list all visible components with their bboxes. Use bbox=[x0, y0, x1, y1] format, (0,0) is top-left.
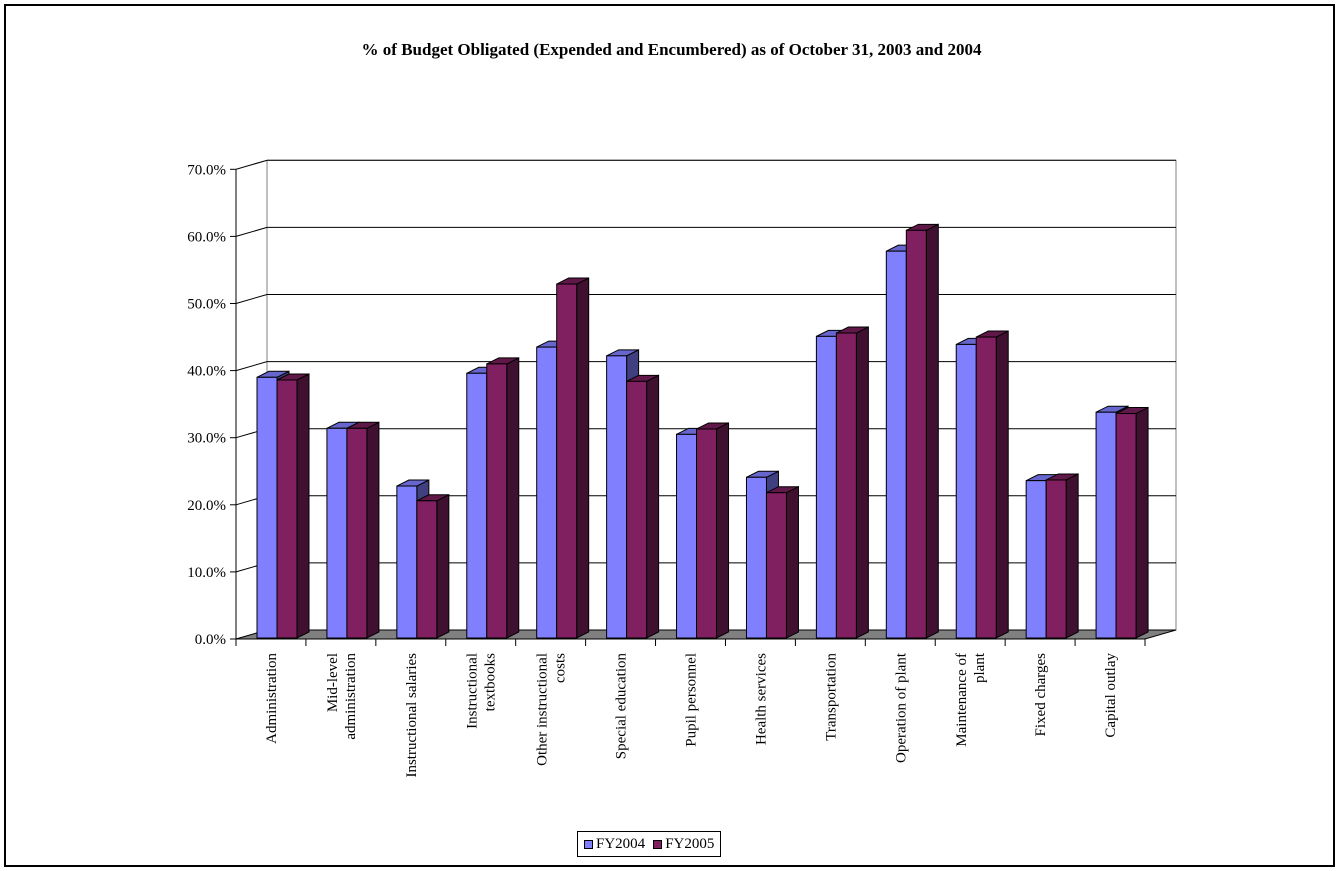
y-tick-label: 40.0% bbox=[187, 364, 226, 380]
y-tick-label: 0.0% bbox=[195, 632, 226, 648]
x-category-label: Transportation bbox=[823, 653, 839, 741]
bar-side-fy2005 bbox=[855, 326, 869, 639]
bar-fy2004 bbox=[1025, 480, 1047, 639]
x-category-label: Maintenance of plant bbox=[954, 652, 988, 747]
bar-fy2005 bbox=[1115, 413, 1137, 639]
bar-side-fy2005 bbox=[366, 421, 380, 639]
x-category-label: Special education bbox=[614, 653, 630, 760]
bar-fy2005 bbox=[486, 363, 508, 639]
bar-fy2004 bbox=[1095, 411, 1117, 639]
legend-item-fy2005: FY2005 bbox=[653, 836, 714, 853]
bar-fy2005 bbox=[556, 283, 578, 639]
bar-side-fy2005 bbox=[1065, 473, 1079, 639]
bar-side-fy2005 bbox=[646, 374, 660, 639]
bar-fy2005 bbox=[696, 428, 718, 639]
bar-side-fy2005 bbox=[995, 330, 1009, 639]
bar-side-fy2005 bbox=[296, 373, 310, 639]
x-category-label: Instructional textbooks bbox=[465, 653, 499, 729]
legend-swatch-fy2004 bbox=[584, 839, 593, 849]
bar-fy2004 bbox=[676, 433, 698, 639]
bar-fy2005 bbox=[1045, 479, 1067, 639]
gridline-side bbox=[235, 361, 268, 372]
bar-side-fy2005 bbox=[576, 277, 590, 639]
bar-fy2005 bbox=[835, 332, 857, 639]
bar-side-fy2005 bbox=[716, 422, 730, 639]
x-category-label: Mid-level administration bbox=[325, 653, 359, 740]
bar-fy2005 bbox=[276, 379, 298, 639]
bar-fy2005 bbox=[416, 500, 438, 639]
y-tick-label: 10.0% bbox=[187, 565, 226, 581]
gridline-side bbox=[235, 294, 268, 304]
bar-fy2004 bbox=[815, 335, 837, 639]
bar-fy2004 bbox=[326, 427, 348, 639]
chart-title: % of Budget Obligated (Expended and Encu… bbox=[361, 40, 982, 59]
y-tick-label: 50.0% bbox=[187, 297, 226, 313]
x-category-label: Other instructional costs bbox=[535, 653, 569, 766]
bar-side-fy2005 bbox=[925, 223, 939, 639]
legend: FY2004 FY2005 bbox=[577, 831, 722, 857]
bar-side-fy2005 bbox=[436, 493, 450, 639]
legend-item-fy2004: FY2004 bbox=[584, 836, 645, 853]
y-tick-label: 20.0% bbox=[187, 498, 226, 514]
bar-side-fy2005 bbox=[785, 485, 799, 639]
x-category-label: Fixed charges bbox=[1033, 653, 1049, 737]
legend-label-fy2004: FY2004 bbox=[596, 835, 646, 852]
bar-fy2005 bbox=[346, 427, 368, 639]
bar-fy2004 bbox=[466, 372, 488, 639]
x-category-label: Instructional salaries bbox=[404, 653, 420, 778]
bar-fy2004 bbox=[396, 485, 418, 639]
y-tick-label: 30.0% bbox=[187, 431, 226, 447]
x-category-label: Administration bbox=[264, 653, 280, 744]
x-category-label: Pupil personnel bbox=[684, 653, 700, 747]
bar-side-fy2005 bbox=[1135, 406, 1149, 639]
x-category-label: Operation of plant bbox=[893, 652, 909, 763]
legend-swatch-fy2005 bbox=[653, 839, 663, 849]
bar-fy2004 bbox=[745, 476, 767, 639]
bar-fy2004 bbox=[256, 376, 278, 639]
y-tick-label: 60.0% bbox=[187, 229, 226, 245]
x-category-label: Health services bbox=[753, 653, 769, 745]
bar-fy2005 bbox=[765, 492, 787, 639]
bar-fy2004 bbox=[536, 346, 558, 639]
bar-fy2004 bbox=[885, 250, 907, 639]
x-category-label: Capital outlay bbox=[1103, 653, 1119, 738]
bar-fy2005 bbox=[626, 380, 648, 639]
legend-label-fy2005: FY2005 bbox=[665, 835, 715, 852]
bar-fy2004 bbox=[606, 355, 628, 639]
gridline-side bbox=[235, 159, 268, 170]
gridline-side bbox=[235, 226, 268, 237]
bar-fy2005 bbox=[975, 336, 997, 639]
bar-fy2004 bbox=[955, 343, 977, 639]
y-tick-label: 70.0% bbox=[187, 162, 226, 178]
bar-side-fy2005 bbox=[506, 357, 520, 639]
bar-fy2005 bbox=[905, 229, 927, 639]
